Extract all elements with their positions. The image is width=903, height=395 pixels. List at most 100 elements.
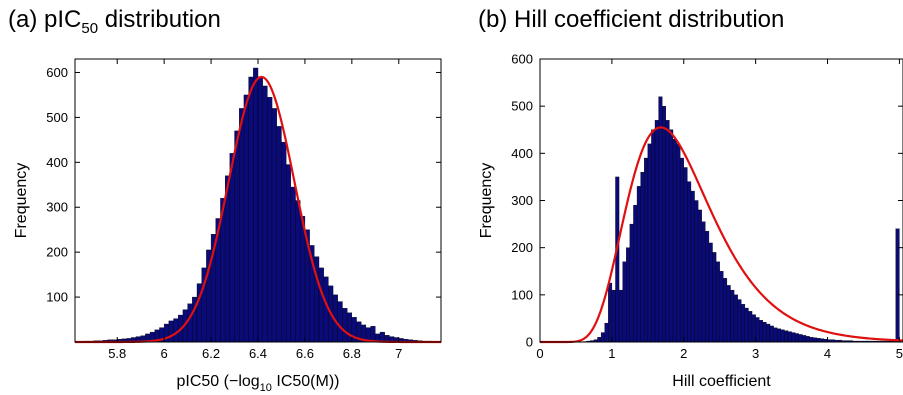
panel-a-xtick-label: 7 — [395, 346, 402, 361]
panel-a-xtick-label: 6.4 — [249, 346, 267, 361]
panel-b-bar — [755, 317, 760, 343]
panel-b-label: (b) — [478, 6, 508, 33]
panel-b-bar — [715, 261, 720, 343]
panel-b-bar — [629, 223, 634, 343]
panel-b-xtick-label: 4 — [824, 346, 831, 361]
panel-b-ylabel: Frequency — [478, 163, 495, 239]
panel-b-bar — [676, 143, 681, 343]
panel-a-histogram: 5.8 6 6.2 6.4 6.6 6.8 7 100 200 300 400 500 600 Frequ… — [13, 58, 442, 394]
panel-b-bar — [679, 157, 684, 343]
panel-b-bar — [733, 294, 738, 343]
panel-a-xlabel: pIC50 (−log10 IC50(M)) — [177, 373, 340, 394]
panel-b-bar — [611, 289, 616, 343]
panel-b-bar — [769, 325, 774, 343]
panel-b-bar — [708, 242, 713, 343]
panel-a-bar — [257, 76, 263, 343]
panel-a-xtick-label: 6.8 — [343, 346, 361, 361]
panel-b-ytick-label: 600 — [511, 52, 533, 67]
panel-b-title-main: Hill coefficient distribution — [514, 6, 785, 33]
panel-b-bar — [626, 247, 631, 343]
panel-a-bar — [276, 126, 282, 343]
panel-a-title-main: pIC — [44, 6, 82, 33]
panel-b-bar — [787, 331, 792, 343]
panel-b-bar — [672, 139, 677, 343]
panel-b-bar — [737, 299, 742, 343]
panel-a-bar — [318, 267, 324, 343]
panel-a-xtick-label: 6 — [161, 346, 168, 361]
panel-b-bar — [654, 120, 659, 343]
panel-b-xlabel: Hill coefficient — [672, 373, 771, 390]
panel-b-bar — [669, 129, 674, 343]
panel-b-xtick-label: 5 — [896, 346, 903, 361]
panel-a-bar — [248, 76, 254, 343]
panel-a-bar — [379, 331, 385, 343]
panel-a-bar — [337, 301, 343, 343]
panel-b-ytick-label: 300 — [511, 193, 533, 208]
panel-b-bar — [665, 120, 670, 343]
panel-b-fit-curve — [540, 126, 903, 344]
panel-a-ytick-label: 400 — [46, 155, 68, 170]
panel-a-bar — [173, 318, 179, 343]
panel-b-bar — [816, 338, 821, 343]
panel-b-bar — [644, 157, 648, 343]
panel-a-bar — [229, 153, 235, 343]
panel-a-title: (a) pIC50 distribution — [8, 6, 221, 37]
panel-b-bar — [798, 334, 803, 343]
panel-b-bar — [622, 261, 627, 343]
panel-b-ytick-label: 0 — [526, 335, 533, 350]
panel-b-bar — [697, 209, 702, 343]
panel-a-xtick-label: 6.2 — [202, 346, 220, 361]
panel-b-bar — [777, 328, 781, 343]
panel-a-ytick-label: 600 — [46, 65, 68, 80]
panel-a-title-suffix: distribution — [98, 6, 221, 33]
panel-b-bar — [608, 282, 613, 343]
panel-b-xtick-label: 1 — [608, 346, 615, 361]
panel-b-bar — [744, 307, 749, 343]
panel-b-bar — [618, 289, 623, 343]
panel-a-label: (a) — [8, 6, 38, 33]
panel-b-bar — [741, 304, 746, 343]
panel-b-bar — [809, 337, 814, 343]
panel-b-bar — [658, 96, 663, 343]
panel-b-bar — [615, 176, 620, 343]
panel-a-ytick-label: 100 — [46, 290, 68, 305]
panel-a-bar — [243, 94, 249, 343]
panel-a-title-subscript: 50 — [81, 20, 99, 37]
panel-a-bar — [295, 200, 301, 343]
panel-b-ytick-label: 100 — [511, 287, 533, 302]
panel-b-bar — [780, 329, 785, 343]
panel-b-bar — [748, 311, 753, 343]
panel-b-bar — [662, 105, 666, 343]
panel-b-bar — [647, 143, 652, 343]
panel-a-bar — [281, 141, 287, 343]
panel-a-bar — [285, 164, 292, 343]
panel-b-bar — [751, 314, 756, 343]
panel-a-bar — [253, 67, 259, 343]
panel-b-bar — [723, 278, 728, 343]
panel-a-bar — [267, 97, 273, 343]
panel-b-bar — [759, 320, 764, 343]
panel-b-xtick-label: 3 — [752, 346, 759, 361]
panel-b-title: (b) Hill coefficient distribution — [478, 6, 784, 34]
panel-b-histogram: 0 1 2 3 4 5 0 100 200 300 400 500 600 Frequency Hill c… — [478, 52, 903, 390]
panel-b-bar — [795, 333, 799, 343]
panel-a-bar — [224, 175, 231, 343]
panel-b-bar — [773, 327, 778, 343]
panel-b-bar — [687, 181, 692, 343]
panel-b-bar — [640, 172, 645, 343]
panel-b-bar — [802, 335, 807, 343]
panel-a-bar — [168, 320, 174, 343]
panel-b-bar — [766, 323, 771, 343]
panel-b-bar — [690, 190, 695, 343]
panel-a-bar — [300, 216, 306, 343]
panel-a-bar — [271, 108, 277, 343]
panel-a-bar — [342, 308, 348, 343]
panel-b-ytick-label: 500 — [511, 99, 533, 114]
panel-a-ytick-label: 200 — [46, 245, 68, 260]
panel-b-bar — [694, 200, 699, 343]
panel-a-bar — [346, 312, 353, 343]
panel-a-ytick-label: 300 — [46, 200, 68, 215]
panel-b-xtick-label: 0 — [536, 346, 543, 361]
panel-b-bar — [712, 252, 717, 343]
